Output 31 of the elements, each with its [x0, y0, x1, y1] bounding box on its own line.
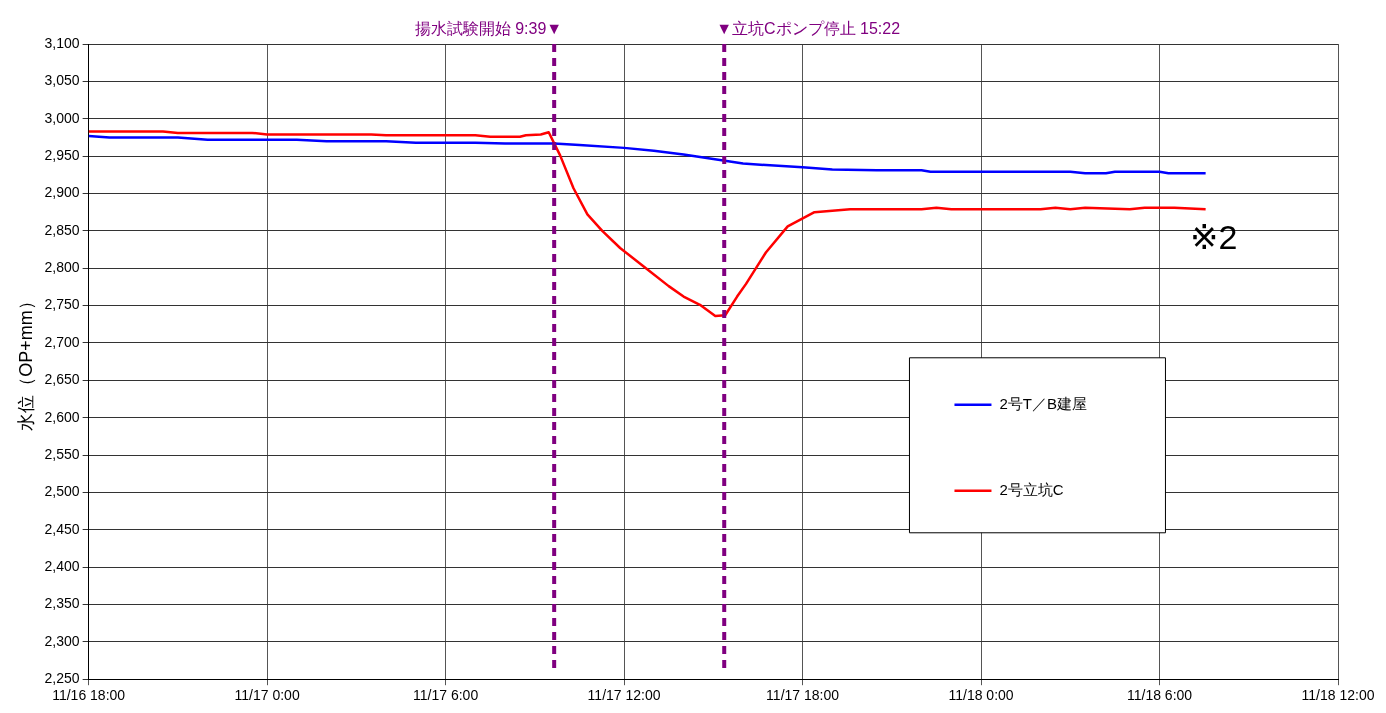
x-tick-label: 11/18 12:00: [1301, 687, 1375, 704]
y-tick-label: 2,800: [44, 259, 80, 276]
y-tick-label: 3,000: [44, 109, 80, 126]
y-tick-label: 2,600: [44, 408, 80, 425]
ref-line-label: 揚水試験開始 9:39▼: [414, 20, 563, 38]
y-tick-label: 2,550: [44, 445, 80, 462]
legend-label: 2号立坑C: [999, 480, 1064, 498]
y-tick-label: 2,250: [44, 670, 80, 687]
x-tick-label: 11/17 12:00: [587, 687, 661, 704]
x-tick-label: 11/16 18:00: [52, 687, 126, 704]
ref-line-label: ▼立坑Cポンプ停止 15:22: [716, 20, 901, 38]
y-tick-label: 2,350: [44, 595, 80, 612]
x-tick-label: 11/18 0:00: [948, 687, 1014, 704]
x-tick-label: 11/17 18:00: [766, 687, 840, 704]
legend-label: 2号T／B建屋: [999, 394, 1087, 412]
y-tick-label: 3,050: [44, 72, 80, 89]
y-tick-label: 2,950: [44, 146, 80, 163]
x-tick-label: 11/18 6:00: [1126, 687, 1193, 704]
y-tick-label: 2,300: [44, 632, 80, 649]
y-tick-label: 2,750: [44, 296, 80, 313]
y-tick-label: 2,850: [44, 221, 80, 238]
y-tick-label: 2,400: [44, 557, 80, 574]
x-tick-label: 11/17 6:00: [413, 687, 479, 704]
y-tick-label: 3,100: [44, 34, 80, 51]
y-tick-label: 2,650: [44, 371, 80, 388]
y-tick-label: 2,500: [44, 483, 80, 500]
y-tick-label: 2,900: [44, 184, 80, 201]
y-tick-label: 2,700: [44, 333, 80, 350]
y-axis-title: 水位（OP+mm）: [15, 292, 36, 431]
y-tick-label: 2,450: [44, 520, 80, 537]
x-tick-label: 11/17 0:00: [234, 687, 300, 704]
